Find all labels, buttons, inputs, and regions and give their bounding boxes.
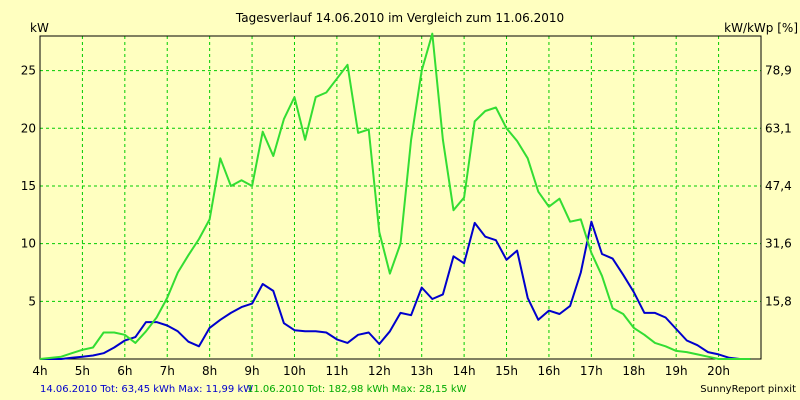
y-right-tick-label: 63,1 <box>765 121 792 135</box>
x-tick-label: 6h <box>117 364 132 378</box>
x-tick-label: 14h <box>453 364 476 378</box>
x-tick-label: 10h <box>283 364 306 378</box>
x-tick-label: 8h <box>202 364 217 378</box>
y-axis-left-label: kW <box>30 21 49 35</box>
x-tick-label: 7h <box>160 364 175 378</box>
y-left-tick-label: 15 <box>21 179 36 193</box>
y-right-tick-label: 78,9 <box>765 64 792 78</box>
x-tick-label: 16h <box>538 364 561 378</box>
series-line-14-06-2010 <box>40 220 751 360</box>
x-tick-label: 12h <box>368 364 391 378</box>
series-line-11-06-2010 <box>39 32 751 360</box>
x-tick-label: 17h <box>580 364 603 378</box>
chart-title: Tagesverlauf 14.06.2010 im Vergleich zum… <box>235 11 564 25</box>
y-axis-right-ticks: 15,8 31,6 47,4 63,1 78,9 <box>765 64 792 309</box>
x-tick-label: 9h <box>244 364 259 378</box>
y-axis-right-label: kW/kWp [%] <box>724 21 798 35</box>
y-left-tick-label: 10 <box>21 237 36 251</box>
x-tick-label: 20h <box>707 364 730 378</box>
y-left-tick-label: 20 <box>21 121 36 135</box>
footer-series2-summary: 11.06.2010 Tot: 182,98 kWh Max: 28,15 kW <box>247 384 467 395</box>
y-right-tick-label: 15,8 <box>765 294 792 308</box>
grid-lines <box>40 36 761 359</box>
x-tick-label: 15h <box>495 364 518 378</box>
x-axis-ticks: 4h 5h 6h 7h 8h 9h 10h 11h 12h 13h 14h 15h 16h 17h 18h 1… <box>32 364 730 378</box>
footer-credit: SunnyReport pinxit <box>700 384 796 395</box>
x-tick-label: 18h <box>622 364 645 378</box>
x-tick-label: 13h <box>410 364 433 378</box>
x-tick-label: 4h <box>32 364 47 378</box>
x-tick-label: 11h <box>325 364 348 378</box>
y-right-tick-label: 47,4 <box>765 179 792 193</box>
y-axis-left-ticks: 5 10 15 20 25 <box>21 64 36 309</box>
series-lines <box>39 32 751 360</box>
footer-series1-summary: 14.06.2010 Tot: 63,45 kWh Max: 11,99 kW <box>40 384 253 395</box>
y-left-tick-label: 5 <box>28 294 36 308</box>
y-right-tick-label: 31,6 <box>765 237 792 251</box>
plot-frame <box>39 35 762 360</box>
y-left-tick-label: 25 <box>21 64 36 78</box>
x-tick-label: 5h <box>75 364 90 378</box>
x-tick-label: 19h <box>665 364 688 378</box>
